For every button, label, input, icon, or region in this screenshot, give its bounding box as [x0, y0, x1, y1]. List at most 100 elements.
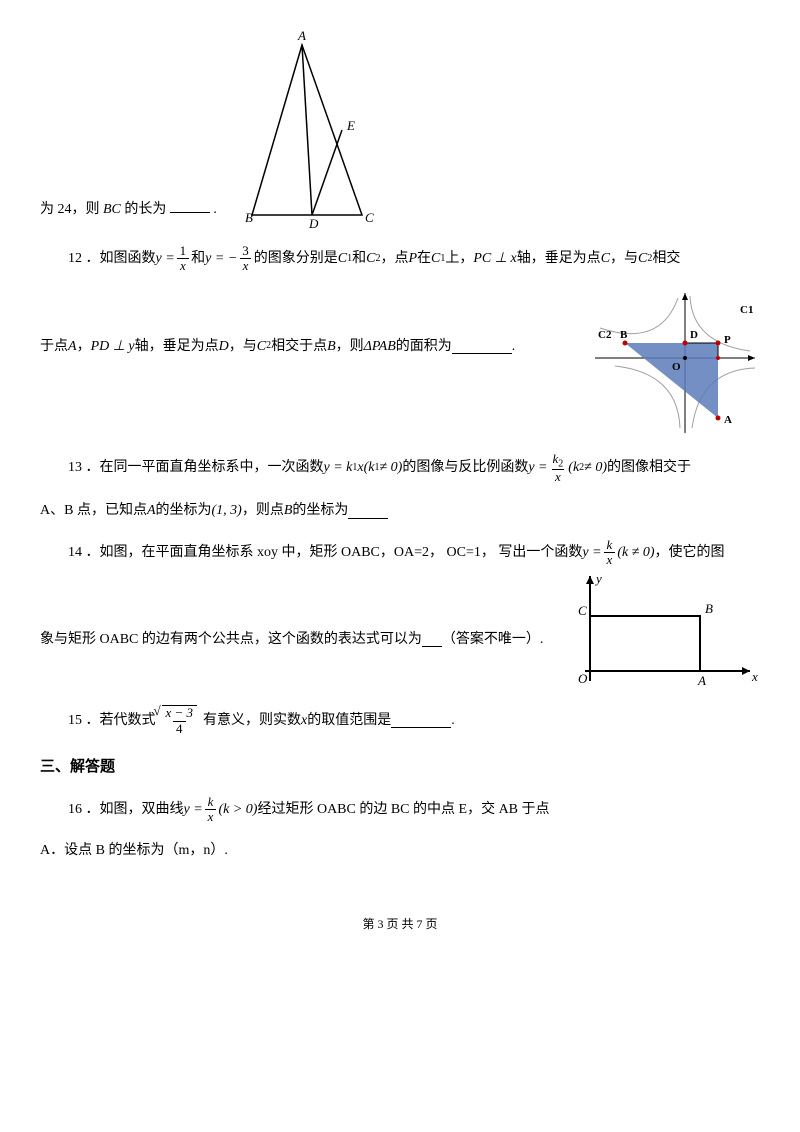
q13-Bv: B: [284, 498, 293, 523]
tri-label-E: E: [346, 118, 355, 133]
q12-t14: 的面积为: [396, 334, 452, 359]
q15-den: 4: [173, 721, 186, 736]
q13-eq1c: ≠ 0): [379, 455, 402, 480]
q12g-c1: C1: [740, 304, 753, 316]
q12-c2: C: [366, 246, 375, 271]
q12-t10: 轴，垂足为点: [135, 334, 219, 359]
q12-c1b: C: [431, 246, 440, 271]
q12-eq2lhs: y = −: [205, 246, 237, 271]
q12-frac2-num: 3: [239, 244, 252, 258]
q12-t1: 如图函数: [100, 246, 156, 271]
q12-c2b: C: [638, 246, 647, 271]
q12-frac1-den: x: [177, 258, 189, 273]
q12-Apt: A: [68, 334, 77, 359]
q14g-y: y: [594, 571, 602, 586]
q13-t2: 的图像与反比例函数: [402, 455, 528, 480]
q14-num: 14 ．: [68, 540, 100, 565]
q12-frac1: 1 x: [177, 244, 190, 274]
q12-figure: C1 C2 B D P A O: [590, 288, 760, 438]
q14-figure: O C B A x y: [560, 571, 760, 691]
q12-pd: PD ⊥ y: [91, 334, 135, 359]
q12-t12: 相交于点: [271, 334, 327, 359]
q12-line2: 于点 A ， PD ⊥ y 轴，垂足为点 D ，与 C2 相交于点 B ，则 Δ…: [40, 334, 580, 359]
q12-Dpt: D: [219, 334, 229, 359]
q12-eq1lhs: y =: [156, 246, 175, 271]
q15-line: 15 ． 若代数式 √ x − 3 4 有意义，则实数 x 的取值范围是 .: [40, 705, 760, 736]
q14-line2: 象与矩形 OABC 的边有两个公共点，这个函数的表达式可以为 （答案不唯一）.: [40, 627, 550, 652]
q11-row: 为 24，则 BC 的长为 . A B C D E: [40, 30, 760, 230]
q13-blank: [348, 504, 388, 519]
q13-eq1: y = k: [324, 455, 353, 480]
q12g-a: A: [724, 414, 732, 426]
q15-t3: 的取值范围是: [307, 708, 391, 733]
q12-frac2-den: x: [240, 258, 252, 273]
q16-l2: A．设点 B 的坐标为（m，n）.: [40, 843, 228, 858]
q12-c2c: C: [257, 334, 266, 359]
q14-blank: [422, 632, 442, 647]
q13-eq2a: y =: [528, 455, 547, 480]
q13-frac-den: x: [552, 469, 564, 484]
q12-num: 12 ．: [68, 246, 100, 271]
q13-l2: A、B 点，已知点: [40, 498, 147, 523]
q14g-b: B: [705, 601, 713, 616]
q14-frac-den: x: [604, 552, 616, 567]
q14-line1: 14 ． 如图，在平面直角坐标系 xoy 中，矩形 OABC，OA=2， OC=…: [40, 538, 760, 568]
triangle-svg: A B C D E: [217, 30, 387, 230]
section3-title: 三、解答题: [40, 754, 760, 781]
q12-frac2: 3 x: [239, 244, 252, 274]
q12g-d: D: [690, 329, 698, 341]
q14-t1: 如图，在平面直角坐标系 xoy 中，矩形 OABC，OA=2， OC=1， 写出…: [100, 540, 583, 565]
q12-svg: C1 C2 B D P A O: [590, 288, 760, 438]
q14-t3: （答案不唯一）.: [442, 627, 544, 652]
q14-eqtail: (k ≠ 0): [617, 540, 654, 565]
q12-t5: 上，: [445, 246, 473, 271]
q11-prefix: 为 24，则: [40, 202, 100, 217]
q15-frac: √ x − 3 4: [162, 705, 198, 736]
q12-pc: PC ⊥ x: [473, 246, 516, 271]
q13-frac-num: k2: [550, 452, 567, 470]
q13-frac: k2 x: [550, 452, 567, 485]
q15-period: .: [451, 708, 455, 733]
q11-blank: [170, 198, 210, 213]
q13-t3: 的图像相交于: [607, 455, 691, 480]
q14-l2: 象与矩形 OABC 的边有两个公共点，这个函数的表达式可以为: [40, 627, 422, 652]
q16-line1: 16 ． 如图，双曲线 y = k x (k > 0) 经过矩形 OABC 的边…: [40, 795, 760, 825]
q15-blank: [391, 713, 451, 728]
q16-frac-den: x: [205, 809, 217, 824]
tri-label-B: B: [245, 210, 253, 225]
q12-Bpt: B: [327, 334, 336, 359]
q12g-o: O: [672, 361, 681, 373]
q12-and: 和: [191, 246, 205, 271]
q13-eq2b: (k: [568, 455, 579, 480]
q13-line2: A、B 点，已知点 A 的坐标为 (1, 3) ，则点 B 的坐标为: [40, 498, 760, 523]
q13-t5: ，则点: [242, 498, 284, 523]
q12-l2a: 于点: [40, 334, 68, 359]
q15-t1: 若代数式: [100, 708, 156, 733]
tri-label-A: A: [297, 30, 306, 43]
q15-num: 15 ．: [68, 708, 100, 733]
q14g-a: A: [697, 673, 706, 688]
q12-and2: 和: [352, 246, 366, 271]
q13-t6: 的坐标为: [292, 498, 348, 523]
q13-k2ns: 2: [558, 458, 563, 469]
q12-t4: 在: [417, 246, 431, 271]
q16-eqlhs: y =: [184, 797, 203, 822]
q12-period: .: [512, 334, 516, 359]
q11-text: 为 24，则 BC 的长为 .: [40, 197, 217, 230]
q14g-x: x: [751, 669, 758, 684]
q15-sqrt-in: x − 3: [166, 705, 194, 720]
q12-t2: 的图象分别是: [254, 246, 338, 271]
q15-t2: 有意义，则实数: [203, 708, 301, 733]
q14-frac: k x: [604, 538, 616, 568]
q14-svg: O C B A x y: [560, 571, 760, 691]
q12-Cpt: C: [601, 246, 610, 271]
q13-t1: 在同一平面直角坐标系中，一次函数: [100, 455, 324, 480]
q15-sqrt: √ x − 3: [162, 705, 198, 720]
q14g-c: C: [578, 603, 587, 618]
q12-t8: 相交: [652, 246, 680, 271]
q12-t13: ，则: [336, 334, 364, 359]
q12-pab: ΔPAB: [364, 334, 396, 359]
q14-frac-num: k: [604, 538, 616, 552]
q12-t7: ，与: [610, 246, 638, 271]
page-footer: 第 3 页 共 7 页: [40, 914, 760, 936]
